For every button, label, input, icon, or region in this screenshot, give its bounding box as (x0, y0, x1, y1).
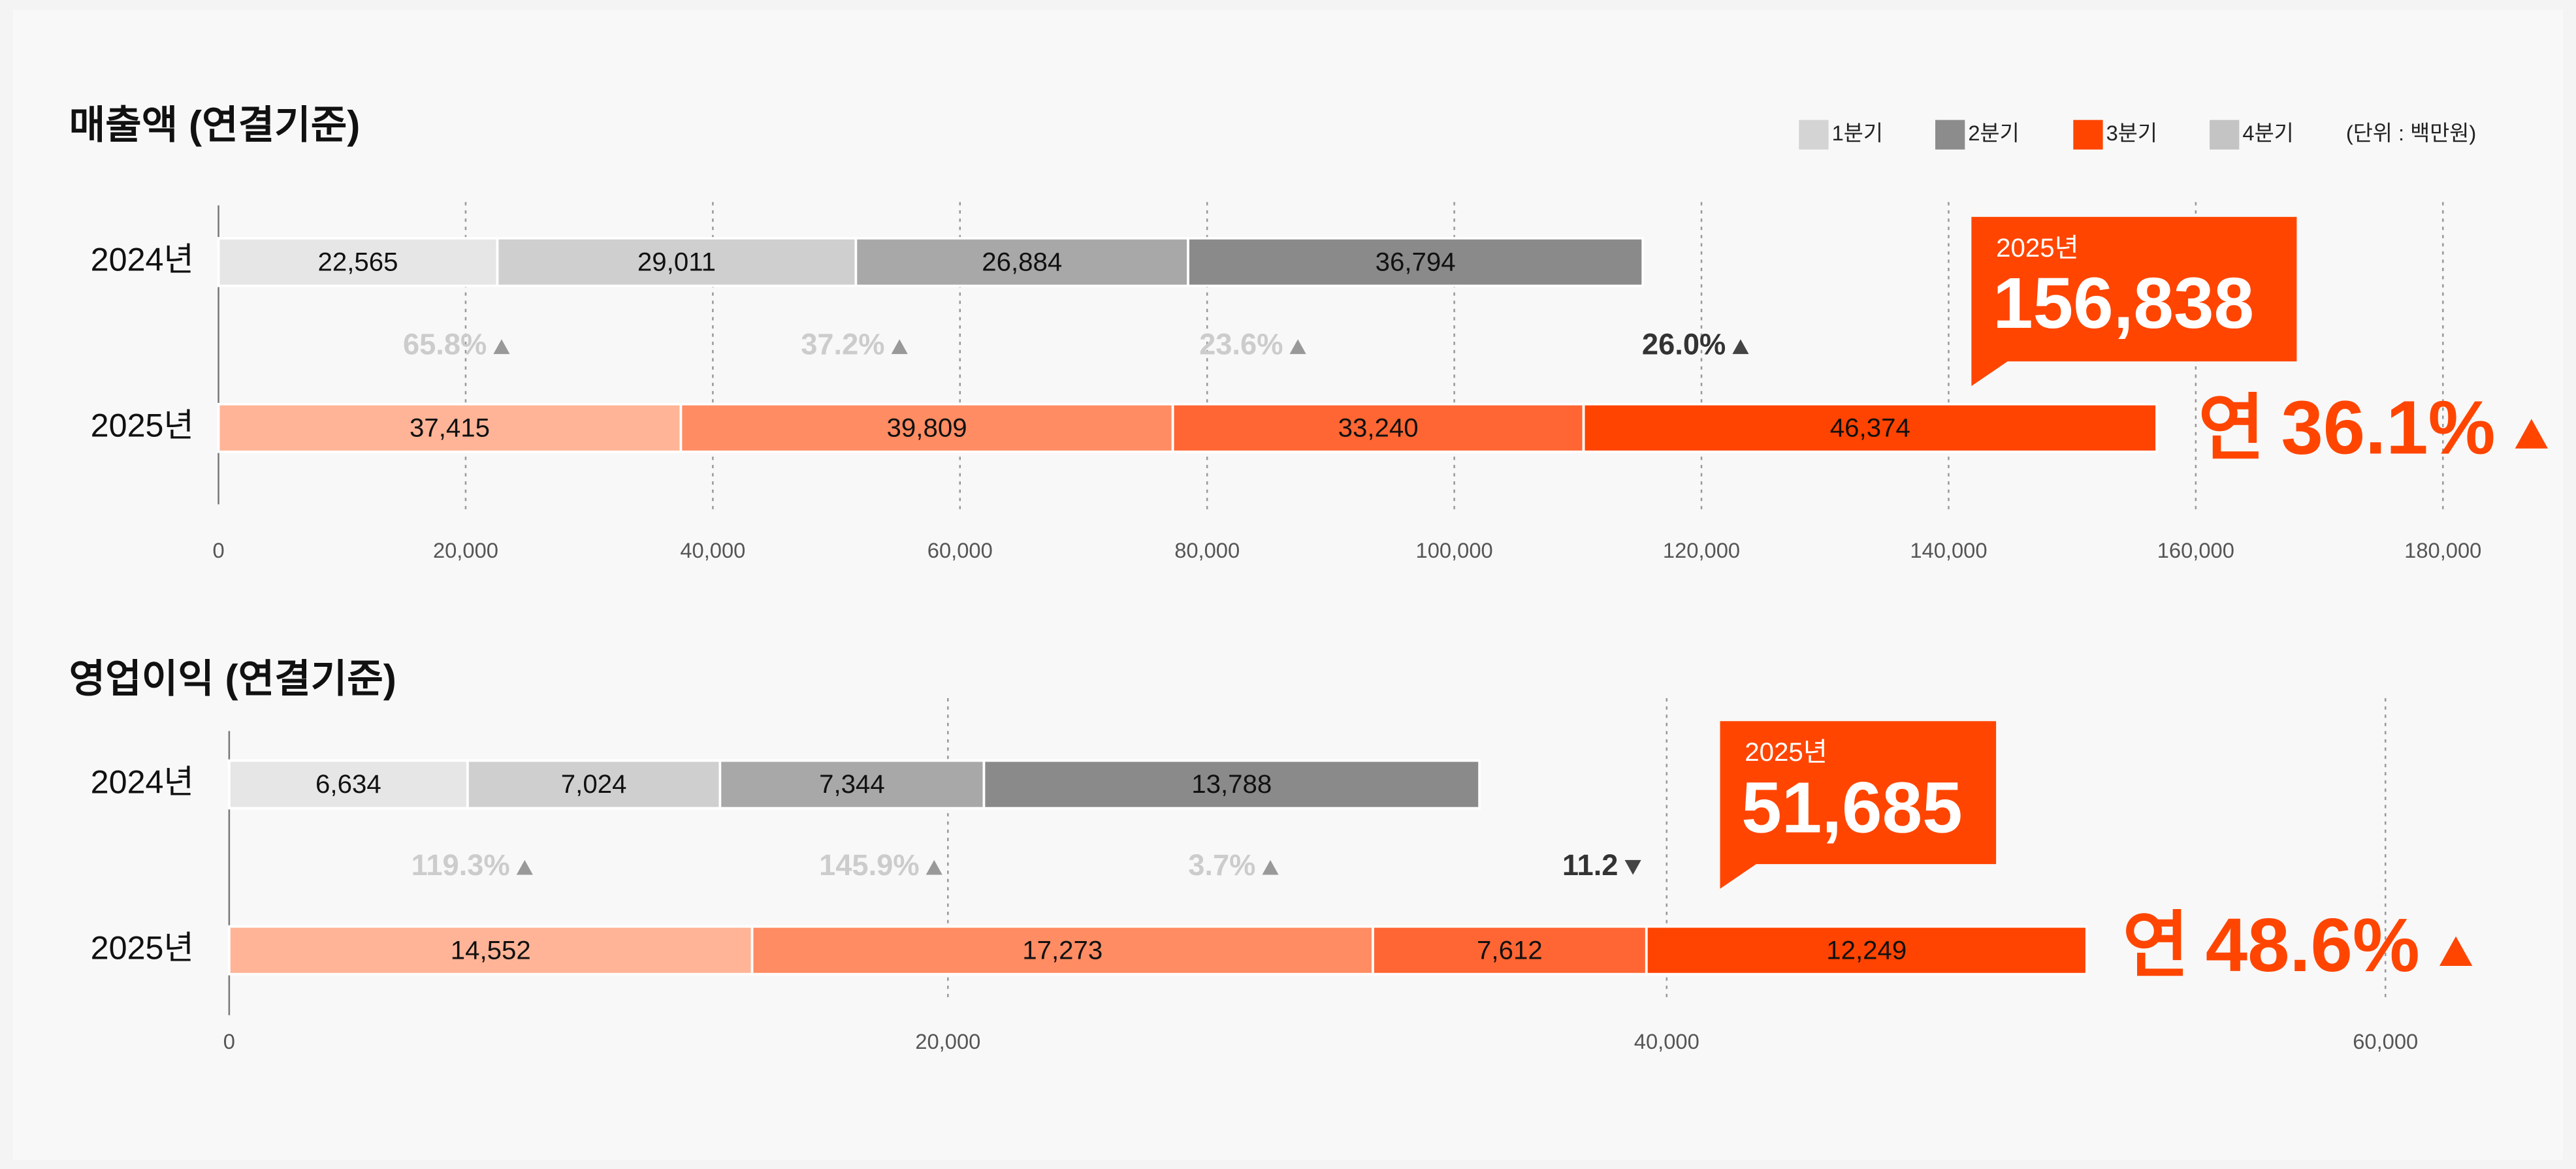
x-tick-label: 180,000 (2404, 538, 2481, 562)
yoy-arrow (2515, 419, 2548, 449)
category-label: 2025년 (91, 407, 194, 444)
callout-value: 51,685 (1741, 767, 1962, 848)
data-label: 46,374 (1830, 413, 1910, 442)
data-label: 33,240 (1338, 413, 1419, 442)
bar-segment (227, 925, 754, 976)
growth-label: 145.9% (819, 848, 920, 882)
bar-segment (496, 236, 858, 287)
bar-segment (750, 925, 1374, 976)
legend-swatch (1935, 120, 1965, 150)
category-label: 2025년 (91, 929, 194, 966)
bar-segment (1171, 402, 1585, 453)
data-label: 7,612 (1477, 935, 1543, 965)
chart-title: 매출액 (연결기준) (69, 103, 361, 147)
growth-label: 37.2% (801, 328, 884, 361)
x-tick-label: 120,000 (1663, 538, 1740, 562)
callout-label: 2025년 (1745, 737, 1827, 767)
yoy-arrow (2439, 936, 2473, 967)
bar-segment (854, 236, 1189, 287)
x-tick-label: 0 (223, 1029, 235, 1053)
chart-title: 영업이익 (연결기준) (69, 656, 396, 701)
data-label: 29,011 (637, 247, 716, 276)
x-tick-label: 20,000 (915, 1029, 980, 1053)
trend-arrow (1624, 859, 1641, 875)
bar-segment (1582, 402, 2158, 453)
legend-label: 1분기 (1832, 121, 1883, 145)
trend-arrow (1262, 859, 1279, 875)
x-tick-label: 100,000 (1416, 538, 1493, 562)
trend-arrow (516, 859, 533, 875)
callout-value: 156,838 (1993, 263, 2254, 344)
x-tick-label: 80,000 (1174, 538, 1240, 562)
bar-segment (217, 402, 683, 453)
trend-arrow (1732, 339, 1749, 355)
x-tick-label: 40,000 (1634, 1029, 1699, 1053)
bar-segment (718, 759, 986, 810)
legend-label: 4분기 (2242, 121, 2293, 145)
data-label: 14,552 (451, 935, 531, 965)
legend-swatch (1799, 120, 1829, 150)
x-tick-label: 60,000 (2353, 1029, 2418, 1053)
growth-label: 119.3% (411, 848, 510, 882)
trend-arrow (891, 339, 908, 355)
growth-label: 23.6% (1199, 328, 1283, 361)
data-label: 17,273 (1022, 935, 1103, 965)
legend-swatch (2073, 120, 2103, 150)
trend-arrow (1289, 339, 1306, 355)
data-label: 22,565 (317, 247, 398, 276)
yoy-prefix: 연 (2123, 906, 2189, 986)
growth-label: 11.2 (1562, 848, 1618, 882)
data-label: 13,788 (1191, 769, 1272, 799)
data-label: 7,344 (819, 769, 885, 799)
growth-label: 65.8% (403, 328, 487, 361)
x-tick-label: 140,000 (1910, 538, 1987, 562)
x-tick-label: 0 (212, 538, 224, 562)
data-label: 26,884 (982, 247, 1062, 276)
legend-swatch (2210, 120, 2240, 150)
data-label: 12,249 (1826, 935, 1907, 965)
bar-segment (1372, 925, 1648, 976)
trend-arrow (493, 339, 510, 355)
legend-label: 3분기 (2106, 121, 2157, 145)
data-label: 7,024 (561, 769, 627, 799)
category-label: 2024년 (91, 241, 194, 278)
trend-arrow (926, 859, 942, 875)
data-label: 37,415 (410, 413, 490, 442)
panel (13, 10, 2563, 1160)
x-tick-label: 20,000 (433, 538, 498, 562)
yoy-prefix: 연 (2198, 388, 2264, 468)
bar-segment (679, 402, 1174, 453)
callout-label: 2025년 (1996, 233, 2079, 263)
yoy-value: 48.6% (2206, 903, 2420, 987)
category-label: 2024년 (91, 763, 194, 800)
callout-box (1971, 217, 2297, 387)
bar-segment (1645, 925, 2088, 976)
x-tick-label: 40,000 (680, 538, 745, 562)
legend-label: 2분기 (1968, 121, 2019, 145)
bar-segment (1187, 236, 1645, 287)
data-label: 6,634 (315, 769, 381, 799)
bar-segment (982, 759, 1481, 810)
bar-segment (227, 759, 469, 810)
data-label: 39,809 (887, 413, 967, 442)
yoy-value: 36.1% (2281, 385, 2495, 470)
x-tick-label: 160,000 (2157, 538, 2234, 562)
callout-box (1720, 721, 1997, 889)
unit-label: (단위 : 백만원) (2346, 121, 2476, 145)
growth-label: 26.0% (1642, 328, 1726, 361)
growth-label: 3.7% (1188, 848, 1255, 882)
data-label: 36,794 (1376, 247, 1456, 276)
x-tick-label: 60,000 (927, 538, 993, 562)
